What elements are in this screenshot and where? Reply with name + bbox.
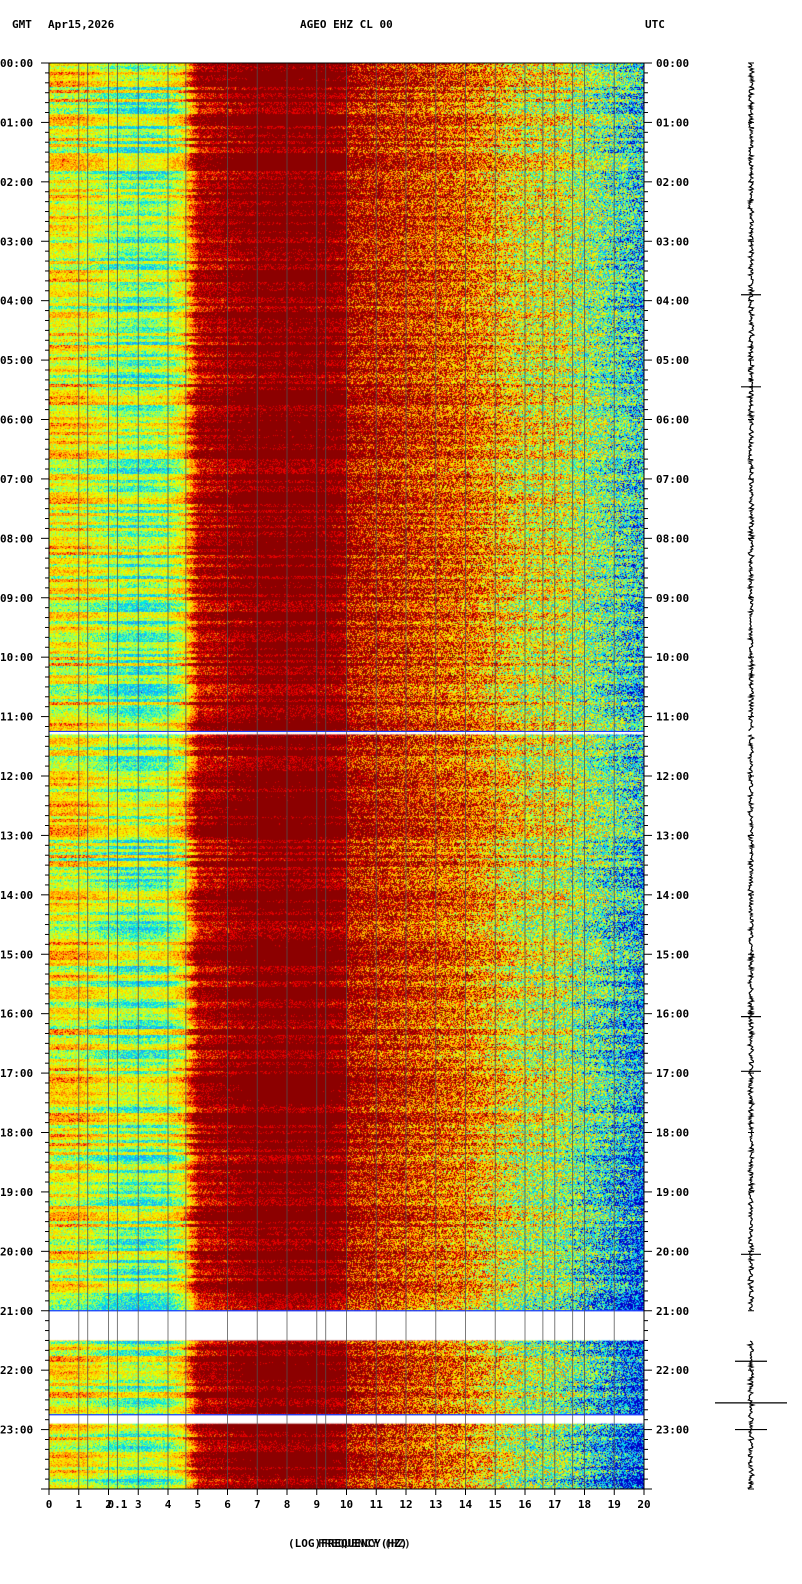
y-tick-label-right: 23:00 — [656, 1424, 689, 1437]
y-tick-label-left: 13:00 — [0, 829, 33, 842]
y-tick-label-right: 05:00 — [656, 354, 689, 367]
y-tick-label-right: 14:00 — [656, 889, 689, 902]
x-tick-label: 13 — [429, 1498, 442, 1511]
y-tick-label-left: 04:00 — [0, 295, 33, 308]
seismogram-trace — [745, 62, 757, 1490]
y-tick-label-left: 10:00 — [0, 651, 33, 664]
y-tick-label-right: 02:00 — [656, 176, 689, 189]
x-tick-label: 12 — [399, 1498, 412, 1511]
x-tick-label: 0.1 — [107, 1498, 127, 1511]
y-tick-label-left: 19:00 — [0, 1186, 33, 1199]
x-tick-label: 9 — [313, 1498, 320, 1511]
y-tick-label-left: 09:00 — [0, 592, 33, 605]
x-tick-label: 11 — [370, 1498, 384, 1511]
y-tick-label-right: 04:00 — [656, 295, 689, 308]
y-tick-label-right: 06:00 — [656, 414, 689, 427]
x-tick-label: 10 — [340, 1498, 353, 1511]
x-tick-label: 1 — [75, 1498, 82, 1511]
y-tick-label-left: 17:00 — [0, 1067, 33, 1080]
y-tick-label-right: 19:00 — [656, 1186, 689, 1199]
y-tick-label-left: 11:00 — [0, 711, 33, 724]
y-tick-label-left: 18:00 — [0, 1127, 33, 1140]
x-tick-label: 8 — [284, 1498, 291, 1511]
y-tick-label-left: 16:00 — [0, 1008, 33, 1021]
x-tick-label: 5 — [194, 1498, 201, 1511]
x-tick-label: 15 — [489, 1498, 502, 1511]
y-tick-label-right: 00:00 — [656, 57, 689, 70]
x-tick-label: 7 — [254, 1498, 261, 1511]
y-tick-label-left: 15:00 — [0, 948, 33, 961]
x-axis-label-overlap: FREQUENCY (HZ) — [318, 1537, 411, 1550]
x-tick-label: 2 — [105, 1498, 112, 1511]
gmt-label: GMT — [12, 18, 32, 31]
station-title: AGEO EHZ CL 00 — [300, 18, 393, 31]
y-tick-label-right: 18:00 — [656, 1127, 689, 1140]
y-tick-label-right: 03:00 — [656, 235, 689, 248]
y-tick-label-right: 08:00 — [656, 532, 689, 545]
x-tick-label: 18 — [578, 1498, 591, 1511]
y-tick-label-right: 12:00 — [656, 770, 689, 783]
y-tick-label-left: 21:00 — [0, 1305, 33, 1318]
y-tick-label-left: 06:00 — [0, 414, 33, 427]
y-tick-label-right: 10:00 — [656, 651, 689, 664]
x-tick-label: 17 — [548, 1498, 561, 1511]
y-tick-label-right: 22:00 — [656, 1364, 689, 1377]
y-tick-label-right: 13:00 — [656, 829, 689, 842]
utc-label: UTC — [645, 18, 665, 31]
y-tick-label-left: 08:00 — [0, 532, 33, 545]
y-tick-label-right: 09:00 — [656, 592, 689, 605]
x-tick-label: 20 — [637, 1498, 650, 1511]
y-tick-label-left: 14:00 — [0, 889, 33, 902]
x-axis-label: (LOG)FREQUENCY(HZ) — [288, 1537, 408, 1550]
y-tick-label-left: 02:00 — [0, 176, 33, 189]
y-tick-label-right: 01:00 — [656, 116, 689, 129]
y-tick-label-right: 16:00 — [656, 1008, 689, 1021]
y-tick-label-left: 03:00 — [0, 235, 33, 248]
y-tick-label-left: 23:00 — [0, 1424, 33, 1437]
y-tick-label-right: 15:00 — [656, 948, 689, 961]
y-tick-label-right: 17:00 — [656, 1067, 689, 1080]
y-tick-label-left: 20:00 — [0, 1245, 33, 1258]
date-label: Apr15,2026 — [48, 18, 115, 31]
y-tick-label-left: 12:00 — [0, 770, 33, 783]
x-tick-label: 16 — [518, 1498, 532, 1511]
y-tick-label-right: 20:00 — [656, 1245, 689, 1258]
y-tick-label-left: 00:00 — [0, 57, 33, 70]
x-tick-label: 4 — [165, 1498, 172, 1511]
y-tick-label-right: 11:00 — [656, 711, 689, 724]
x-tick-label: 3 — [135, 1498, 142, 1511]
x-tick-label: 14 — [459, 1498, 473, 1511]
y-tick-label-right: 21:00 — [656, 1305, 689, 1318]
y-tick-label-left: 01:00 — [0, 116, 33, 129]
y-tick-label-right: 07:00 — [656, 473, 689, 486]
x-tick-label: 0 — [46, 1498, 53, 1511]
x-tick-label: 19 — [608, 1498, 621, 1511]
x-tick-label: 6 — [224, 1498, 231, 1511]
y-tick-label-left: 05:00 — [0, 354, 33, 367]
y-tick-label-left: 07:00 — [0, 473, 33, 486]
y-tick-label-left: 22:00 — [0, 1364, 33, 1377]
